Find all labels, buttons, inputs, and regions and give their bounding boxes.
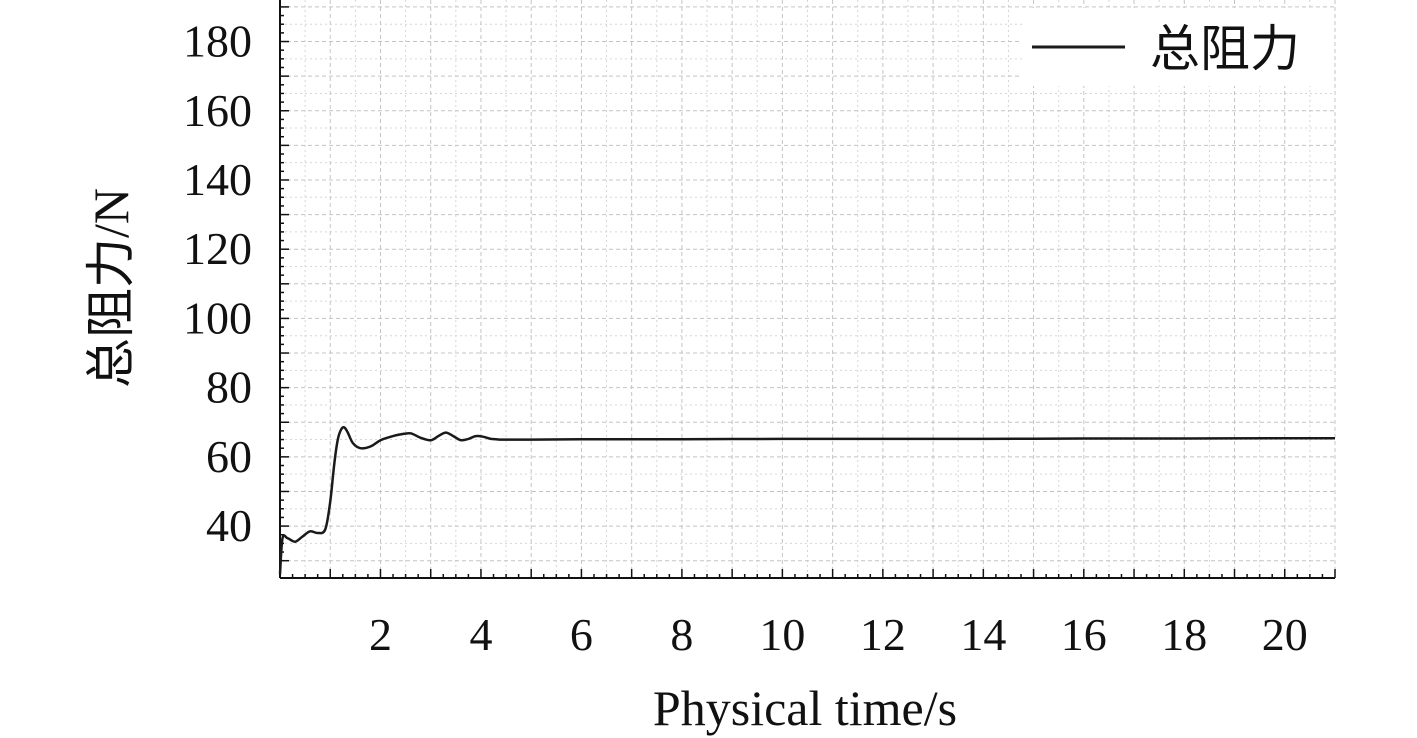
y-tick-label: 40 [206, 500, 252, 551]
y-tick-label: 80 [206, 362, 252, 413]
x-axis-title: Physical time/s [653, 680, 957, 736]
axis-ticks [280, 6, 1336, 578]
x-tick-labels: 2 4 6 8 10 12 14 16 18 20 [369, 609, 1308, 660]
x-tick-label: 20 [1262, 609, 1308, 660]
y-tick-labels: 40 60 80 100 120 140 160 180 [183, 16, 252, 552]
minor-grid [280, 0, 1335, 578]
y-tick-label: 160 [183, 85, 252, 136]
series-layer [278, 425, 1336, 575]
x-tick-label: 4 [469, 609, 492, 660]
legend-label: 总阻力 [1150, 21, 1300, 77]
x-tick-label: 12 [860, 609, 906, 660]
legend: 总阻力 [1022, 8, 1334, 86]
x-tick-label: 10 [759, 609, 805, 660]
y-tick-label: 100 [183, 292, 252, 343]
y-axis-title: 总阻力/N [83, 188, 139, 388]
x-tick-label: 8 [670, 609, 693, 660]
y-tick-label: 180 [183, 16, 252, 67]
x-tick-label: 18 [1161, 609, 1207, 660]
major-grid [280, 0, 1336, 578]
x-tick-label: 2 [369, 609, 392, 660]
y-tick-label: 120 [183, 223, 252, 274]
x-tick-label: 16 [1061, 609, 1107, 660]
y-tick-label: 140 [183, 154, 252, 205]
y-tick-label: 60 [206, 431, 252, 482]
x-tick-label: 14 [960, 609, 1006, 660]
x-tick-label: 6 [570, 609, 593, 660]
series-line-0 [278, 425, 1336, 575]
